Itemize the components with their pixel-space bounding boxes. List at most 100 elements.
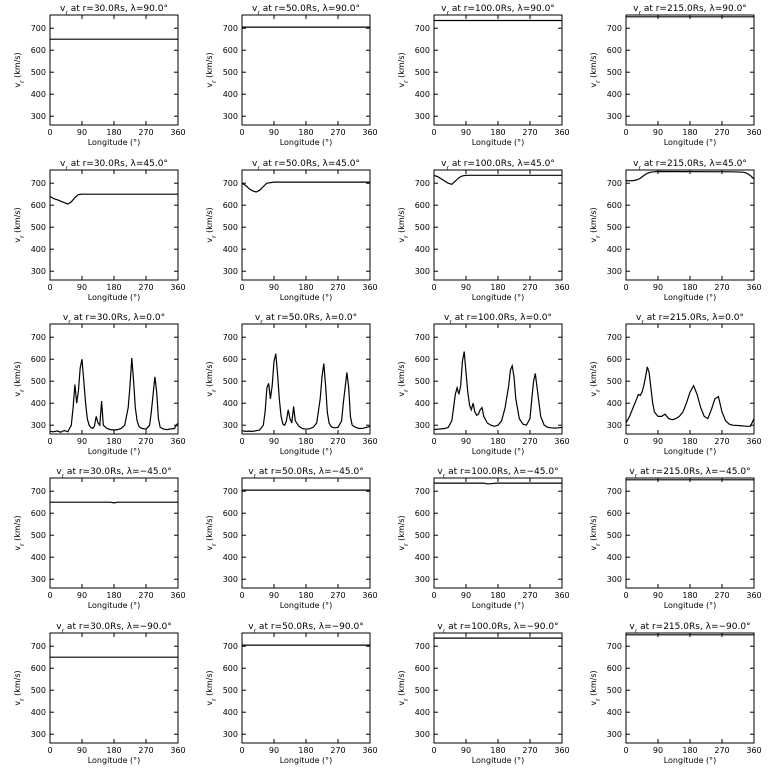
y-axis-label: vr (km/s) [13, 207, 26, 242]
y-axis-label: vr (km/s) [589, 52, 602, 87]
y-tick-label: 500 [223, 531, 238, 540]
series-line [50, 501, 178, 504]
panel-title: vr at r=215.0Rs, λ=90.0° [633, 4, 747, 17]
panel-3-0: 0 90 180 270 360 300 400 500 600 700 vr at r=30.0R… [13, 467, 186, 610]
x-tick-label: 0 [239, 591, 244, 600]
y-tick-label: 400 [415, 553, 430, 562]
y-tick-label: 400 [223, 245, 238, 254]
y-tick-label: 700 [607, 642, 622, 651]
x-tick-label: 90 [461, 283, 471, 292]
x-axis-label: Longitude (°) [472, 601, 525, 610]
plot-frame [433, 323, 563, 435]
plot-frame [49, 632, 179, 744]
panel-0-2: 0 90 180 270 360 300 400 500 600 700 vr at r=100.0… [397, 4, 570, 147]
y-tick-label: 600 [607, 355, 622, 364]
x-tick-label: 180 [298, 128, 313, 137]
x-tick-label: 0 [239, 746, 244, 755]
y-tick-label: 700 [607, 487, 622, 496]
x-axis-label: Longitude (°) [280, 447, 333, 456]
x-tick-label: 90 [269, 591, 279, 600]
y-axis-label: vr (km/s) [397, 515, 410, 550]
x-tick-label: 180 [682, 128, 697, 137]
x-tick-label: 180 [490, 128, 505, 137]
x-tick-label: 180 [490, 283, 505, 292]
series-line [49, 358, 179, 433]
x-tick-label: 360 [170, 746, 185, 755]
y-tick-label: 400 [607, 553, 622, 562]
panel-3-3: 0 90 180 270 360 300 400 500 600 700 vr at r=215.0… [589, 467, 762, 610]
y-tick-label: 600 [415, 509, 430, 518]
y-axis-label: vr (km/s) [589, 361, 602, 396]
x-tick-label: 270 [522, 437, 537, 446]
panel-title: vr at r=100.0Rs, λ=45.0° [441, 159, 555, 172]
x-tick-label: 270 [522, 128, 537, 137]
y-tick-label: 300 [607, 421, 622, 430]
x-axis-label: Longitude (°) [472, 138, 525, 147]
plot-frame [241, 632, 371, 744]
y-tick-label: 400 [31, 245, 46, 254]
y-tick-label: 600 [31, 201, 46, 210]
x-tick-label: 90 [77, 746, 87, 755]
y-tick-label: 600 [415, 201, 430, 210]
y-axis-label: vr (km/s) [13, 52, 26, 87]
x-tick-label: 90 [77, 591, 87, 600]
plot-frame [625, 14, 755, 126]
y-tick-label: 400 [607, 90, 622, 99]
x-axis-label: Longitude (°) [664, 756, 717, 765]
y-axis-label: vr (km/s) [589, 515, 602, 550]
y-axis-label: vr (km/s) [589, 207, 602, 242]
x-tick-label: 0 [623, 437, 628, 446]
x-tick-label: 90 [461, 591, 471, 600]
y-axis-label: vr (km/s) [589, 670, 602, 705]
panel-title: vr at r=30.0Rs, λ=−90.0° [56, 622, 171, 635]
x-tick-label: 270 [714, 283, 729, 292]
x-tick-label: 360 [746, 128, 761, 137]
x-tick-label: 0 [623, 128, 628, 137]
series-line [241, 353, 371, 433]
y-tick-label: 400 [415, 90, 430, 99]
x-tick-label: 90 [653, 128, 663, 137]
x-tick-label: 180 [106, 283, 121, 292]
x-tick-label: 180 [682, 746, 697, 755]
y-tick-label: 700 [415, 487, 430, 496]
x-tick-label: 180 [106, 746, 121, 755]
y-tick-label: 300 [31, 421, 46, 430]
x-tick-label: 90 [77, 437, 87, 446]
y-tick-label: 500 [223, 68, 238, 77]
x-tick-label: 270 [330, 283, 345, 292]
y-tick-label: 400 [415, 245, 430, 254]
plot-frame [49, 477, 179, 589]
panel-title: vr at r=215.0Rs, λ=45.0° [633, 159, 747, 172]
y-tick-label: 700 [223, 333, 238, 342]
y-tick-label: 500 [31, 686, 46, 695]
y-tick-label: 500 [31, 377, 46, 386]
y-tick-label: 300 [607, 112, 622, 121]
y-tick-label: 700 [607, 24, 622, 33]
panel-1-3: 0 90 180 270 360 300 400 500 600 700 vr at r=215.0… [589, 159, 762, 302]
y-tick-label: 600 [31, 46, 46, 55]
y-tick-label: 600 [415, 355, 430, 364]
y-tick-label: 500 [415, 68, 430, 77]
y-tick-label: 300 [31, 730, 46, 739]
x-axis-label: Longitude (°) [472, 293, 525, 302]
y-tick-label: 600 [31, 355, 46, 364]
panel-title: vr at r=30.0Rs, λ=90.0° [60, 4, 168, 17]
x-tick-label: 360 [170, 128, 185, 137]
x-axis-label: Longitude (°) [88, 756, 141, 765]
y-tick-label: 700 [31, 24, 46, 33]
x-tick-label: 90 [653, 283, 663, 292]
x-tick-label: 360 [746, 283, 761, 292]
panel-1-1: 0 90 180 270 360 300 400 500 600 700 vr at r=50.0R… [205, 159, 378, 302]
y-tick-label: 500 [31, 223, 46, 232]
x-tick-label: 360 [362, 283, 377, 292]
x-tick-label: 180 [106, 591, 121, 600]
x-tick-label: 270 [138, 128, 153, 137]
y-tick-label: 500 [607, 377, 622, 386]
series-line [49, 193, 178, 205]
y-tick-label: 500 [223, 377, 238, 386]
panel-title: vr at r=100.0Rs, λ=0.0° [444, 313, 552, 326]
plot-frame [433, 477, 563, 589]
series-line [625, 170, 755, 182]
x-axis-label: Longitude (°) [280, 756, 333, 765]
panel-2-2: 0 90 180 270 360 300 400 500 600 700 vr at r=100.0… [397, 313, 570, 456]
